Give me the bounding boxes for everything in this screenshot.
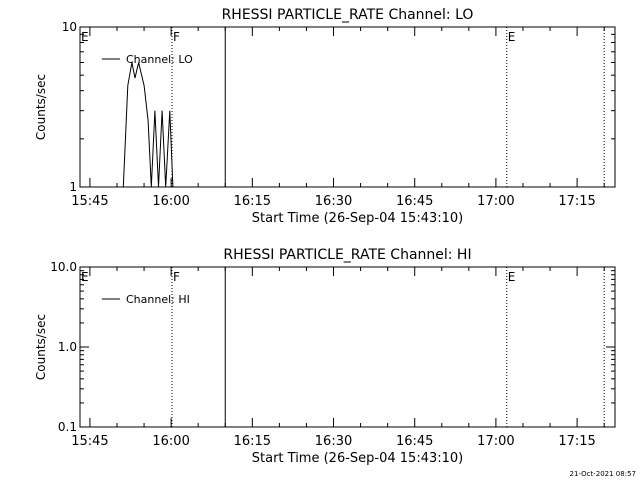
panel2-event-marker-label: F: [173, 270, 180, 284]
panel1-x-tick-label: 16:45: [396, 194, 433, 209]
panel1-event-marker-label: F: [173, 30, 180, 44]
panel1-x-tick-label: 17:00: [477, 194, 514, 209]
panel1-y-tick-label: 1: [69, 180, 77, 194]
panel1-x-tick-label: 17:15: [558, 194, 595, 209]
panel2-y-axis-label: Counts/sec: [34, 314, 48, 380]
panel2-x-tick-label: 16:15: [234, 434, 271, 449]
panel2-x-axis-label: Start Time (26-Sep-04 15:43:10): [252, 451, 463, 466]
panel2-y-tick-label: 0.1: [58, 420, 77, 434]
panel2-x-tick-label: 17:15: [558, 434, 595, 449]
panel1-y-axis-label: Counts/sec: [34, 74, 48, 140]
panel1-x-axis-label: Start Time (26-Sep-04 15:43:10): [252, 211, 463, 226]
panel1-chart-title: RHESSI PARTICLE_RATE Channel: LO: [222, 7, 474, 23]
panel1-x-tick-label: 16:15: [234, 194, 271, 209]
panel2-chart-title: RHESSI PARTICLE_RATE Channel: HI: [223, 247, 471, 263]
panel1-event-marker-label: E: [508, 30, 516, 44]
panel1-x-tick-label: 16:00: [152, 194, 189, 209]
panel1-series-line: [122, 62, 174, 188]
footer-timestamp: 21-Oct-2021 08:57: [570, 470, 636, 478]
panel1-legend-label: Channel: LO: [126, 53, 193, 66]
panel2-event-marker-label: E: [81, 270, 89, 284]
panel2-x-tick-label: 16:30: [315, 434, 352, 449]
panel2-event-marker-label: E: [508, 270, 516, 284]
panel2-legend-label: Channel: HI: [126, 293, 190, 306]
panel2-plot-frame: [79, 266, 616, 428]
panel1-y-tick-label: 10: [62, 20, 77, 34]
panel2-y-tick-label: 1.0: [58, 340, 77, 354]
panel2-y-tick-label: 10.0: [50, 260, 77, 274]
panel2-x-tick-label: 16:00: [152, 434, 189, 449]
panel1-event-marker-label: E: [81, 30, 89, 44]
panel1-x-tick-label: 15:45: [71, 194, 108, 209]
panel2-x-tick-label: 16:45: [396, 434, 433, 449]
panel2-x-tick-label: 17:00: [477, 434, 514, 449]
panel1-x-tick-label: 16:30: [315, 194, 352, 209]
panel1-plot-frame: [79, 26, 616, 188]
panel2-x-tick-label: 15:45: [71, 434, 108, 449]
